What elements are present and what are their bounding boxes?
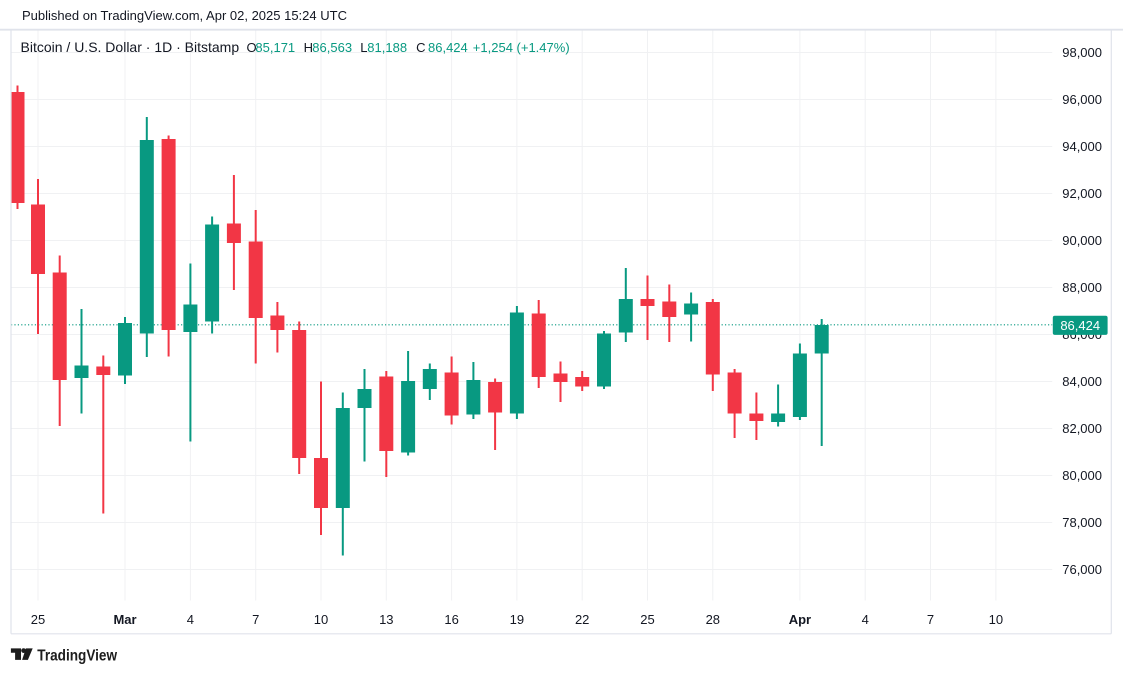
svg-text:81,188: 81,188 — [367, 40, 407, 55]
svg-text:86,424: 86,424 — [428, 40, 468, 55]
svg-text:86,424: 86,424 — [1060, 318, 1100, 333]
svg-text:7: 7 — [252, 612, 259, 627]
svg-text:96,000: 96,000 — [1062, 92, 1102, 107]
svg-text:Published on TradingView.com,: Published on TradingView.com, Apr 02, 20… — [22, 8, 347, 23]
svg-text:4: 4 — [187, 612, 194, 627]
svg-text:13: 13 — [379, 612, 393, 627]
svg-text:7: 7 — [927, 612, 934, 627]
svg-text:10: 10 — [989, 612, 1003, 627]
svg-text:90,000: 90,000 — [1062, 233, 1102, 248]
svg-text:84,000: 84,000 — [1062, 374, 1102, 389]
svg-text:25: 25 — [640, 612, 654, 627]
svg-text:82,000: 82,000 — [1062, 421, 1102, 436]
svg-text:Apr: Apr — [789, 612, 811, 627]
svg-text:19: 19 — [510, 612, 524, 627]
svg-text:4: 4 — [862, 612, 869, 627]
svg-text:80,000: 80,000 — [1062, 468, 1102, 483]
svg-text:16: 16 — [444, 612, 458, 627]
svg-text:88,000: 88,000 — [1062, 280, 1102, 295]
svg-text:+1,254 (+1.47%): +1,254 (+1.47%) — [473, 40, 570, 55]
svg-text:H: H — [304, 40, 313, 55]
svg-text:O: O — [247, 40, 257, 55]
svg-text:76,000: 76,000 — [1062, 562, 1102, 577]
svg-text:Bitcoin / U.S. Dollar · 1D · B: Bitcoin / U.S. Dollar · 1D · Bitstamp — [21, 39, 240, 55]
svg-text:10: 10 — [314, 612, 328, 627]
svg-text:92,000: 92,000 — [1062, 186, 1102, 201]
svg-text:C: C — [416, 40, 425, 55]
svg-text:Mar: Mar — [113, 612, 136, 627]
svg-text:25: 25 — [31, 612, 45, 627]
svg-text:78,000: 78,000 — [1062, 515, 1102, 530]
svg-text:L: L — [360, 40, 367, 55]
svg-text:98,000: 98,000 — [1062, 45, 1102, 60]
svg-text:28: 28 — [706, 612, 720, 627]
svg-text:86,563: 86,563 — [312, 40, 352, 55]
svg-text:94,000: 94,000 — [1062, 139, 1102, 154]
svg-text:TradingView: TradingView — [37, 648, 117, 665]
svg-text:85,171: 85,171 — [255, 40, 295, 55]
svg-text:22: 22 — [575, 612, 589, 627]
